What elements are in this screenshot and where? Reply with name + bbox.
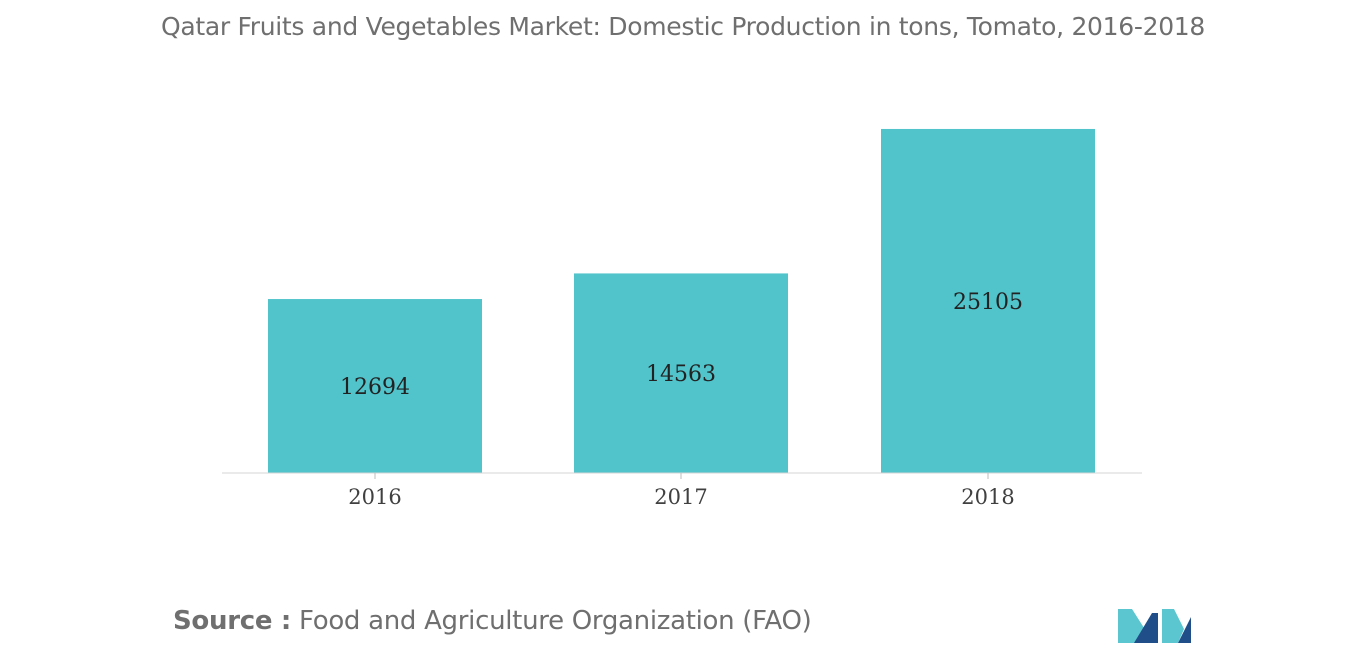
chart-title: Qatar Fruits and Vegetables Market: Dome… (160, 12, 1206, 41)
source-note: Source : Food and Agriculture Organizati… (173, 606, 812, 636)
logo-shape-right-b (1178, 617, 1191, 643)
labels-group: 12694 2016 14563 2017 25105 2018 (340, 290, 1023, 509)
bar-2017 (574, 273, 788, 473)
bar-2016 (268, 299, 482, 473)
x-tick-label-2017: 2017 (654, 485, 707, 509)
x-tick-label-2016: 2016 (348, 485, 401, 509)
logo-shape-left (1118, 609, 1146, 643)
data-label-2016: 12694 (340, 375, 410, 400)
data-label-2018: 25105 (953, 290, 1023, 315)
logo-shape-mid (1134, 613, 1158, 643)
bars-group (268, 128, 1095, 474)
source-text: Food and Agriculture Organization (FAO) (291, 606, 812, 636)
bar-2018 (881, 128, 1095, 474)
source-prefix: Source : (173, 606, 292, 636)
x-axis-ticks (374, 473, 989, 479)
logo-shape-right-a (1162, 609, 1184, 643)
data-label-2017: 14563 (646, 362, 716, 387)
x-tick-label-2018: 2018 (961, 485, 1014, 509)
mordor-intelligence-logo-icon (1118, 609, 1191, 643)
